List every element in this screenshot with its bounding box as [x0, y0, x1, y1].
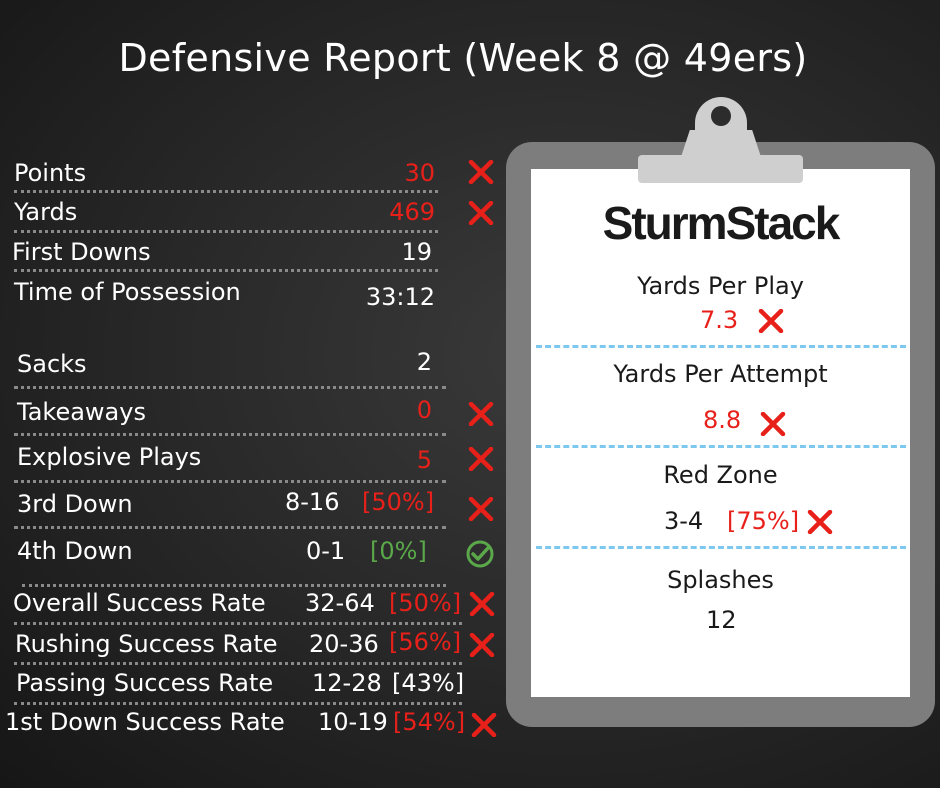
- first-down-sr-pct: [54%]: [393, 708, 466, 736]
- x-mark-icon: [468, 402, 494, 426]
- rushing-sr-pct: [56%]: [389, 628, 462, 656]
- section-divider: [536, 345, 906, 348]
- overall-sr-pct: [50%]: [389, 589, 462, 617]
- section-divider: [536, 546, 906, 549]
- passing-sr-value: 12-28: [312, 669, 382, 697]
- x-mark-icon: [468, 160, 494, 184]
- red-zone-pct: [75%]: [727, 507, 800, 535]
- sacks-value: 2: [416, 348, 432, 376]
- row-divider: [14, 526, 446, 529]
- row-divider: [14, 230, 438, 233]
- overall-sr-label: Overall Success Rate: [13, 589, 266, 617]
- third-down-pct: [50%]: [362, 488, 435, 516]
- yards-value: 469: [389, 198, 435, 226]
- row-divider: [14, 480, 446, 483]
- passing-sr-label: Passing Success Rate: [16, 669, 274, 697]
- clip-hole: [711, 106, 731, 126]
- ypa-label: Yards Per Attempt: [613, 360, 828, 388]
- clipboard-clip-base: [638, 155, 803, 183]
- explosive-value: 5: [416, 446, 432, 474]
- points-value: 30: [404, 159, 435, 187]
- ypp-label: Yards Per Play: [637, 272, 804, 300]
- top-value: 33:12: [365, 283, 435, 311]
- x-mark-icon: [758, 309, 784, 333]
- splashes-label: Splashes: [667, 566, 774, 594]
- row-divider: [22, 584, 446, 587]
- x-mark-icon: [468, 201, 494, 225]
- x-mark-icon: [471, 713, 497, 737]
- check-circle-icon: [466, 540, 494, 568]
- ypp-value: 7.3: [700, 306, 739, 334]
- takeaways-value: 0: [416, 396, 432, 424]
- row-divider: [14, 622, 462, 625]
- ypa-value: 8.8: [703, 406, 742, 434]
- first-down-sr-label: 1st Down Success Rate: [5, 708, 285, 736]
- x-mark-icon: [807, 510, 833, 534]
- page-title: Defensive Report (Week 8 @ 49ers): [118, 36, 808, 80]
- red-zone-value: 3-4: [664, 507, 704, 535]
- x-mark-icon: [468, 497, 494, 521]
- red-zone-label: Red Zone: [663, 461, 778, 489]
- fourth-down-value: 0-1: [306, 537, 346, 565]
- sacks-label: Sacks: [17, 350, 87, 378]
- row-divider: [14, 662, 462, 665]
- row-divider: [14, 433, 446, 436]
- first-down-sr-value: 10-19: [318, 708, 388, 736]
- row-divider: [14, 269, 438, 272]
- section-divider: [536, 445, 906, 448]
- takeaways-label: Takeaways: [17, 398, 146, 426]
- x-mark-icon: [760, 412, 786, 436]
- passing-sr-pct: [43%]: [392, 669, 465, 697]
- yards-label: Yards: [14, 198, 78, 226]
- x-mark-icon: [468, 447, 494, 471]
- top-label: Time of Possession: [14, 278, 241, 306]
- explosive-label: Explosive Plays: [17, 443, 202, 471]
- fourth-down-label: 4th Down: [17, 537, 133, 565]
- third-down-label: 3rd Down: [17, 490, 133, 518]
- rushing-sr-label: Rushing Success Rate: [15, 630, 278, 658]
- clipboard-paper: [531, 169, 910, 697]
- rushing-sr-value: 20-36: [309, 630, 379, 658]
- row-divider: [14, 702, 462, 705]
- first-downs-value: 19: [401, 238, 432, 266]
- x-mark-icon: [469, 633, 495, 657]
- row-divider: [14, 190, 438, 193]
- x-mark-icon: [469, 592, 495, 616]
- brand-logo: SturmStack: [602, 197, 841, 249]
- overall-sr-value: 32-64: [305, 589, 375, 617]
- row-divider: [14, 386, 446, 389]
- fourth-down-pct: [0%]: [370, 537, 427, 565]
- first-downs-label: First Downs: [12, 238, 151, 266]
- splashes-value: 12: [706, 606, 737, 634]
- points-label: Points: [14, 159, 87, 187]
- third-down-value: 8-16: [285, 488, 340, 516]
